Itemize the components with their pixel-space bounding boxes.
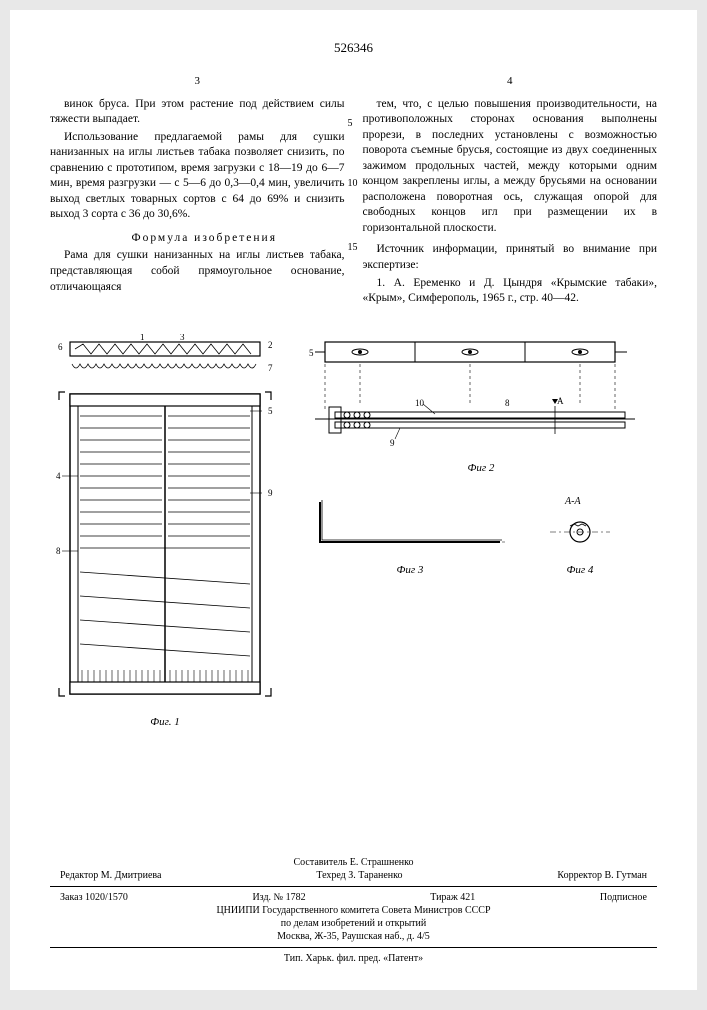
footer-tip: Тип. Харьк. фил. пред. «Патент» (50, 952, 657, 965)
left-column: 3 винок бруса. При этом растение под дей… (50, 74, 345, 309)
footer-redaktor: Редактор М. Дмитриева (60, 869, 161, 882)
figure-1-group: 6 1 3 2 7 (50, 334, 280, 728)
footer-izd: Изд. № 1782 (252, 891, 305, 904)
source-title: Источник информации, принятый во внимани… (363, 242, 658, 273)
right-p1: тем, что, с целью повышения производител… (363, 97, 658, 237)
fig4-caption: Фиг 4 (535, 564, 625, 576)
fig2-caption: Фиг 2 (305, 462, 657, 474)
document-number: 526346 (50, 40, 657, 56)
part-5: 5 (268, 406, 273, 416)
footer: Составитель Е. Страшненко Редактор М. Дм… (50, 856, 657, 965)
part-9: 9 (268, 488, 273, 498)
col-num-left: 3 (50, 74, 345, 89)
fig1-caption: Фиг. 1 (50, 716, 280, 728)
margin-num-15: 15 (348, 242, 358, 253)
part-6: 6 (58, 342, 63, 352)
footer-row-2: Заказ 1020/1570 Изд. № 1782 Тираж 421 По… (50, 891, 657, 904)
fig2-part-9: 9 (390, 438, 395, 448)
source-1: 1. А. Еременко и Д. Цындря «Крымские таб… (363, 276, 658, 307)
margin-num-10: 10 (348, 178, 358, 189)
fig3-group: Фиг 3 (305, 492, 515, 576)
part-3: 3 (180, 334, 185, 342)
fig2-part-5: 5 (309, 348, 314, 358)
fig1-top-bar-icon: 6 1 3 2 7 (50, 334, 280, 384)
col-num-right: 4 (363, 74, 658, 89)
footer-org2: по делам изобретений и открытий (50, 917, 657, 930)
fig2-part-10: 10 (415, 398, 425, 408)
part-1: 1 (140, 334, 145, 342)
footer-korrektor: Корректор В. Гутман (557, 869, 647, 882)
fig3-4-row: Фиг 3 А-А Фиг 4 (305, 492, 657, 576)
footer-row-1: Редактор М. Дмитриева Техред З. Тараненк… (50, 869, 657, 882)
fig2-part-8: 8 (505, 398, 510, 408)
footer-podpis: Подписное (600, 891, 647, 904)
part-2: 2 (268, 340, 273, 350)
figures-area: 6 1 3 2 7 (50, 334, 657, 728)
fig3-caption: Фиг 3 (305, 564, 515, 576)
fig2-arrow-a: A (557, 396, 564, 406)
footer-rule-2 (50, 947, 657, 948)
part-4: 4 (56, 471, 61, 481)
right-column: 4 тем, что, с целью повышения производит… (363, 74, 658, 309)
footer-zakaz: Заказ 1020/1570 (60, 891, 128, 904)
formula-title: Формула изобретения (50, 231, 345, 247)
left-p2: Использование предлагаемой рамы для сушк… (50, 130, 345, 223)
fig3-icon (305, 492, 515, 562)
fig1-frame-icon: 4 8 5 9 (50, 384, 280, 714)
part-7: 7 (268, 363, 273, 373)
patent-page: 526346 3 винок бруса. При этом растение … (10, 10, 697, 990)
footer-sostav: Составитель Е. Страшненко (50, 856, 657, 869)
left-p3: Рама для сушки нанизанных на иглы листье… (50, 248, 345, 295)
left-p1: винок бруса. При этом растение под дейст… (50, 97, 345, 128)
footer-org1: ЦНИИПИ Государственного комитета Совета … (50, 904, 657, 917)
fig4-aa-label: А-А (564, 496, 581, 507)
footer-addr: Москва, Ж-35, Раушская наб., д. 4/5 (50, 930, 657, 943)
footer-tehred: Техред З. Тараненко (316, 869, 402, 882)
fig4-group: А-А Фиг 4 (535, 492, 625, 576)
margin-num-5: 5 (348, 118, 353, 129)
part-8: 8 (56, 546, 61, 556)
figures-right-group: 5 (305, 334, 657, 576)
footer-rule-1 (50, 886, 657, 887)
fig2-icon: 5 (305, 334, 645, 464)
text-columns: 3 винок бруса. При этом растение под дей… (50, 74, 657, 309)
fig4-icon: А-А (535, 492, 625, 562)
footer-tirazh: Тираж 421 (430, 891, 475, 904)
